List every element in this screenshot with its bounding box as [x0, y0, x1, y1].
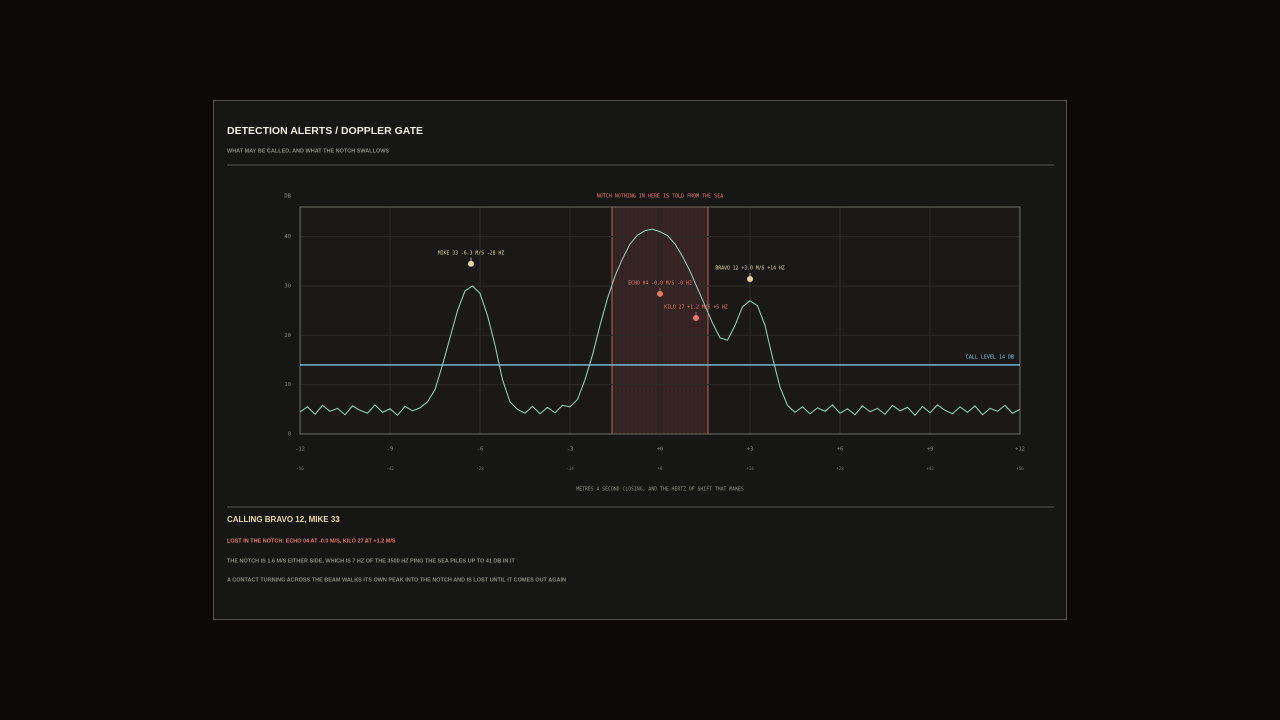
y-tick-label: 10: [284, 382, 291, 388]
x-tick-label: -6: [477, 447, 484, 453]
x2-tick-label: +14: [746, 466, 754, 471]
calling: CALLING BRAVO 12, MIKE 33: [227, 515, 340, 524]
plot-frame: [299, 206, 1021, 435]
x2-tick-label: -14: [566, 466, 574, 471]
spectrum-line: [299, 228, 1021, 417]
x-axis-label: METRES A SECOND CLOSING, AND THE HERTZ O…: [576, 487, 744, 493]
x2-tick-label: +56: [1016, 466, 1024, 471]
notch-label: NOTCH NOTHING IN HERE IS TOLD FROM THE S…: [597, 194, 723, 200]
x-tick-label: +9: [927, 447, 934, 453]
contact-label: BRAVO 12 +3.0 M/S +14 HZ: [715, 266, 784, 272]
y-axis-label: DB: [284, 194, 291, 200]
title: DETECTION ALERTS / DOPPLER GATE: [227, 125, 423, 137]
x-tick-label: +6: [837, 447, 844, 453]
lost: LOST IN THE NOTCH: ECHO 04 AT -0.0 M/S, …: [227, 538, 396, 544]
y-tick-label: 40: [284, 234, 291, 240]
x2-tick-label: -56: [296, 466, 304, 471]
x-tick-label: -3: [567, 447, 574, 453]
x2-tick-label: -42: [386, 466, 394, 471]
y-tick-label: 30: [284, 283, 291, 289]
x2-tick-label: -28: [476, 466, 484, 471]
contact-label: KILO 27 +1.2 M/S +5 HZ: [664, 305, 728, 311]
y-tick-label: 20: [284, 333, 291, 339]
x2-tick-label: +0: [657, 466, 663, 471]
x-tick-label: -12: [295, 447, 305, 453]
x2-tick-label: +28: [836, 466, 844, 471]
x-tick-label: +12: [1015, 447, 1025, 453]
contact-point: [657, 290, 663, 297]
x-tick-label: +3: [747, 447, 754, 453]
subtitle: WHAT MAY BE CALLED, AND WHAT THE NOTCH S…: [227, 148, 389, 154]
x2-tick-label: +42: [926, 466, 934, 471]
y-tick-label: 0: [288, 432, 291, 438]
note: THE NOTCH IS 1.6 M/S EITHER SIDE, WHICH …: [227, 558, 515, 564]
x-tick-label: +0: [657, 447, 664, 453]
call-level-label: CALL LEVEL 14 DB: [966, 354, 1014, 360]
x-tick-label: -9: [387, 447, 394, 453]
note: A CONTACT TURNING ACROSS THE BEAM WALKS …: [227, 577, 566, 583]
contact-point: [693, 315, 699, 322]
contact-point: [747, 276, 753, 283]
contact-point: [468, 260, 474, 267]
contact-label: MIKE 33 -6.3 M/S -28 HZ: [438, 250, 505, 256]
contact-label: ECHO 04 -0.0 M/S -0 HZ: [628, 280, 692, 286]
